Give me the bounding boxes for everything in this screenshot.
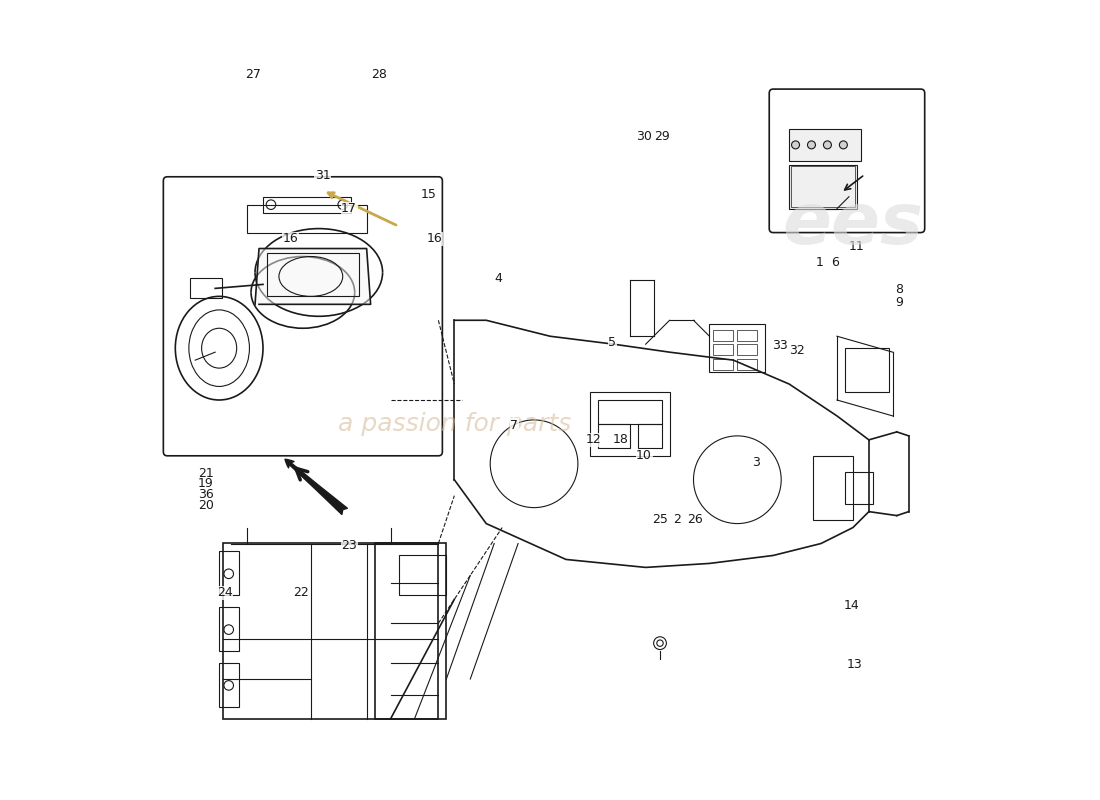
Bar	[791, 166, 856, 207]
Bar	[813, 456, 852, 519]
Text: 11: 11	[849, 241, 865, 254]
Bar	[248, 205, 366, 233]
Text: 31: 31	[315, 169, 331, 182]
Bar	[638, 424, 661, 448]
Bar	[845, 348, 889, 392]
Text: ees: ees	[782, 190, 923, 259]
Text: 26: 26	[688, 513, 703, 526]
Text: 4: 4	[494, 272, 502, 286]
Bar	[219, 607, 239, 651]
Bar	[590, 392, 670, 456]
Text: 16: 16	[427, 233, 442, 246]
Text: a passion for parts: a passion for parts	[338, 412, 571, 436]
Bar	[714, 330, 734, 341]
Bar	[737, 358, 757, 370]
Bar	[219, 551, 239, 595]
Bar	[398, 555, 447, 595]
Text: 5: 5	[608, 336, 616, 349]
Polygon shape	[255, 249, 371, 304]
Text: 10: 10	[636, 450, 652, 462]
Text: 7: 7	[510, 419, 518, 432]
Bar	[223, 543, 439, 719]
Text: 28: 28	[371, 68, 386, 82]
Bar	[597, 424, 629, 448]
Bar	[737, 344, 757, 355]
Bar	[737, 330, 757, 341]
Bar	[375, 543, 447, 719]
Circle shape	[792, 141, 800, 149]
Bar	[714, 358, 734, 370]
Circle shape	[824, 141, 832, 149]
Bar	[789, 129, 861, 161]
Text: 2: 2	[673, 513, 682, 526]
Text: 21: 21	[198, 467, 213, 480]
Text: 16: 16	[283, 233, 299, 246]
Circle shape	[807, 141, 815, 149]
Text: 25: 25	[652, 513, 668, 526]
Text: 12: 12	[586, 434, 602, 446]
Text: 20: 20	[198, 498, 213, 512]
Text: 3: 3	[751, 456, 760, 469]
FancyBboxPatch shape	[163, 177, 442, 456]
Text: 9: 9	[895, 296, 903, 310]
Bar	[789, 165, 857, 209]
Text: 17: 17	[341, 202, 358, 215]
Text: 14: 14	[844, 599, 859, 612]
Text: 29: 29	[653, 130, 670, 143]
Bar	[710, 324, 766, 372]
Text: 22: 22	[294, 586, 309, 599]
Bar	[714, 344, 734, 355]
Text: 15: 15	[421, 188, 437, 201]
Bar	[267, 253, 359, 296]
Text: 13: 13	[847, 658, 862, 671]
Bar	[189, 278, 221, 298]
Circle shape	[839, 141, 847, 149]
Text: 33: 33	[772, 339, 788, 352]
Text: 30: 30	[636, 130, 652, 143]
Text: 19: 19	[198, 478, 213, 490]
Text: 23: 23	[341, 538, 358, 551]
Text: 6: 6	[832, 256, 839, 270]
Text: 36: 36	[198, 488, 213, 502]
Bar	[597, 400, 661, 424]
Text: 32: 32	[790, 344, 805, 357]
Bar	[845, 472, 873, 504]
Bar	[219, 663, 239, 707]
Bar	[263, 197, 351, 213]
Text: 24: 24	[217, 586, 232, 599]
FancyBboxPatch shape	[769, 89, 925, 233]
Text: 1: 1	[815, 256, 824, 270]
Text: 8: 8	[895, 283, 903, 297]
Text: 27: 27	[245, 68, 262, 82]
Text: 18: 18	[613, 434, 628, 446]
